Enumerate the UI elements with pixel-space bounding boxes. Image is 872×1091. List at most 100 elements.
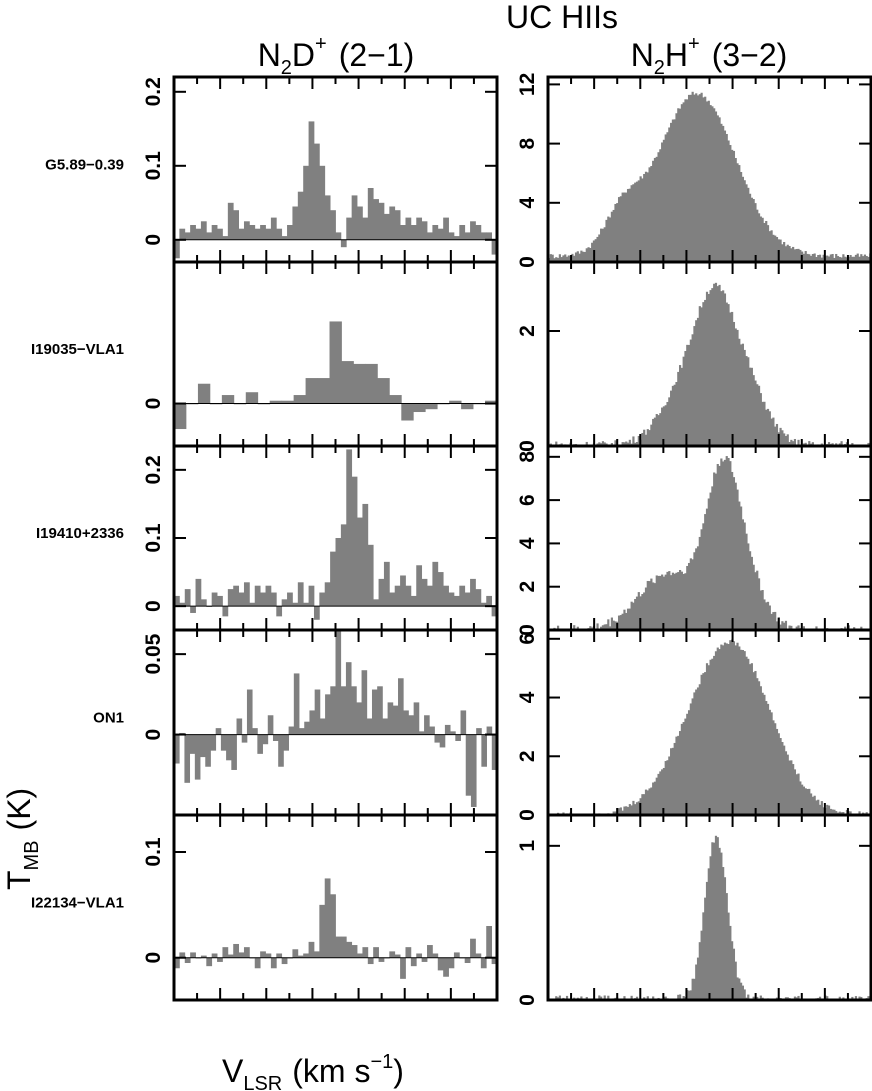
- spectrum-channel: [698, 536, 701, 630]
- bar: [351, 945, 358, 958]
- spectrum-channel: [700, 307, 703, 446]
- bar: [387, 702, 394, 735]
- spectrum-channel: [643, 592, 646, 630]
- spectrum-channel: [722, 125, 725, 263]
- bar: [475, 225, 482, 240]
- spectrum-channel: [831, 809, 834, 815]
- spectrum-channel: [664, 405, 667, 446]
- bar: [254, 228, 261, 240]
- bar: [432, 225, 439, 240]
- bar: [200, 734, 206, 758]
- spectrum-channel: [820, 801, 823, 815]
- bar: [361, 670, 368, 735]
- spectrum-channel: [795, 774, 798, 815]
- spectrum-channel: [585, 441, 588, 446]
- bar: [470, 578, 476, 607]
- bar: [443, 217, 449, 240]
- spectrum-channel: [670, 575, 673, 630]
- spectrum-channel: [696, 95, 700, 262]
- spectrum-channel: [738, 646, 741, 815]
- bar: [227, 202, 234, 240]
- spectrum-channel: [562, 255, 565, 262]
- spectrum-channel: [696, 957, 700, 1000]
- spectrum-channel: [652, 996, 655, 1000]
- bar: [330, 686, 336, 735]
- spectrum-channel: [716, 464, 719, 630]
- spectrum-channel: [788, 760, 791, 815]
- bar: [249, 602, 256, 607]
- spectrum-channel: [687, 94, 691, 262]
- spectrum-channel: [729, 145, 732, 262]
- spectrum-channel: [711, 658, 714, 815]
- spectrum-channel: [770, 418, 773, 446]
- y-tick-label: 0.2: [142, 77, 165, 106]
- spectrum-channel: [675, 736, 678, 815]
- spectrum-channel: [772, 417, 775, 446]
- bar: [174, 957, 180, 969]
- spectrum-channel: [630, 995, 633, 1000]
- bar: [362, 947, 369, 958]
- spectrum-channel: [702, 523, 705, 630]
- spectrum-channel: [666, 132, 669, 262]
- bar: [389, 592, 396, 607]
- spectrum-channel: [713, 842, 716, 1000]
- spectrum-channel: [822, 807, 825, 815]
- spectrum-channel: [729, 925, 732, 1000]
- spectrum-channel: [601, 228, 605, 262]
- bar: [475, 589, 482, 607]
- spectrum-channel: [786, 434, 789, 446]
- spectrum-channel: [668, 756, 671, 815]
- spectrum-channel: [619, 615, 622, 630]
- spectrum-channel: [661, 574, 664, 630]
- spectrum-channel: [768, 605, 771, 630]
- spectrum-channel: [689, 703, 692, 815]
- spectrum-channel: [612, 811, 615, 815]
- spectrum-channel: [580, 250, 583, 262]
- spectrum-channel: [682, 102, 685, 262]
- spectrum-channel: [748, 664, 752, 815]
- spectrum-channel: [732, 641, 736, 815]
- bar: [432, 953, 439, 958]
- spectrum-channel: [687, 710, 691, 815]
- spectrum-channel: [777, 733, 780, 815]
- bar: [444, 724, 451, 735]
- bar: [184, 957, 191, 963]
- spectrum-channel: [578, 253, 581, 262]
- spectrum-channel: [614, 203, 617, 262]
- source-label: G5.89−0.39: [45, 157, 124, 174]
- spectrum-channel: [783, 622, 786, 630]
- source-label: I22134−VLA1: [31, 895, 124, 912]
- bar: [362, 217, 369, 240]
- spectrum-channel: [761, 401, 764, 446]
- spectrum-channel: [757, 385, 761, 446]
- spectrum-channel: [705, 101, 709, 263]
- spectrum-channel: [775, 237, 779, 262]
- bar: [475, 953, 482, 958]
- spectrum-channel: [759, 686, 762, 815]
- spectrum-channel: [783, 745, 786, 815]
- bar: [313, 951, 320, 958]
- spectrum-channel: [761, 692, 764, 815]
- spectrum-channel: [740, 344, 743, 446]
- spectrum-channel: [804, 442, 807, 446]
- bar: [353, 363, 366, 404]
- spectrum-channel: [661, 769, 664, 815]
- spectrum-channel: [722, 461, 725, 630]
- bar: [459, 585, 466, 607]
- bar: [418, 731, 425, 735]
- spectrum-channel: [856, 253, 859, 262]
- spectrum-channel: [835, 253, 838, 262]
- spectrum-channel: [668, 127, 671, 262]
- bar: [378, 957, 385, 962]
- spectrum-channel: [792, 441, 795, 446]
- panel-i19410-2336-n2dplus: 0 0.1 0.2 I19410+2336: [36, 444, 499, 632]
- spectrum-channel: [639, 596, 642, 630]
- spectrum-channel: [662, 406, 666, 446]
- spectrum-channel: [747, 187, 750, 262]
- spectrum-channel: [747, 357, 750, 446]
- spectrum-channel: [666, 401, 669, 446]
- bar: [243, 947, 250, 958]
- spectrum-channel: [648, 581, 651, 630]
- spectrum-channel: [741, 985, 744, 1000]
- bar: [308, 941, 315, 958]
